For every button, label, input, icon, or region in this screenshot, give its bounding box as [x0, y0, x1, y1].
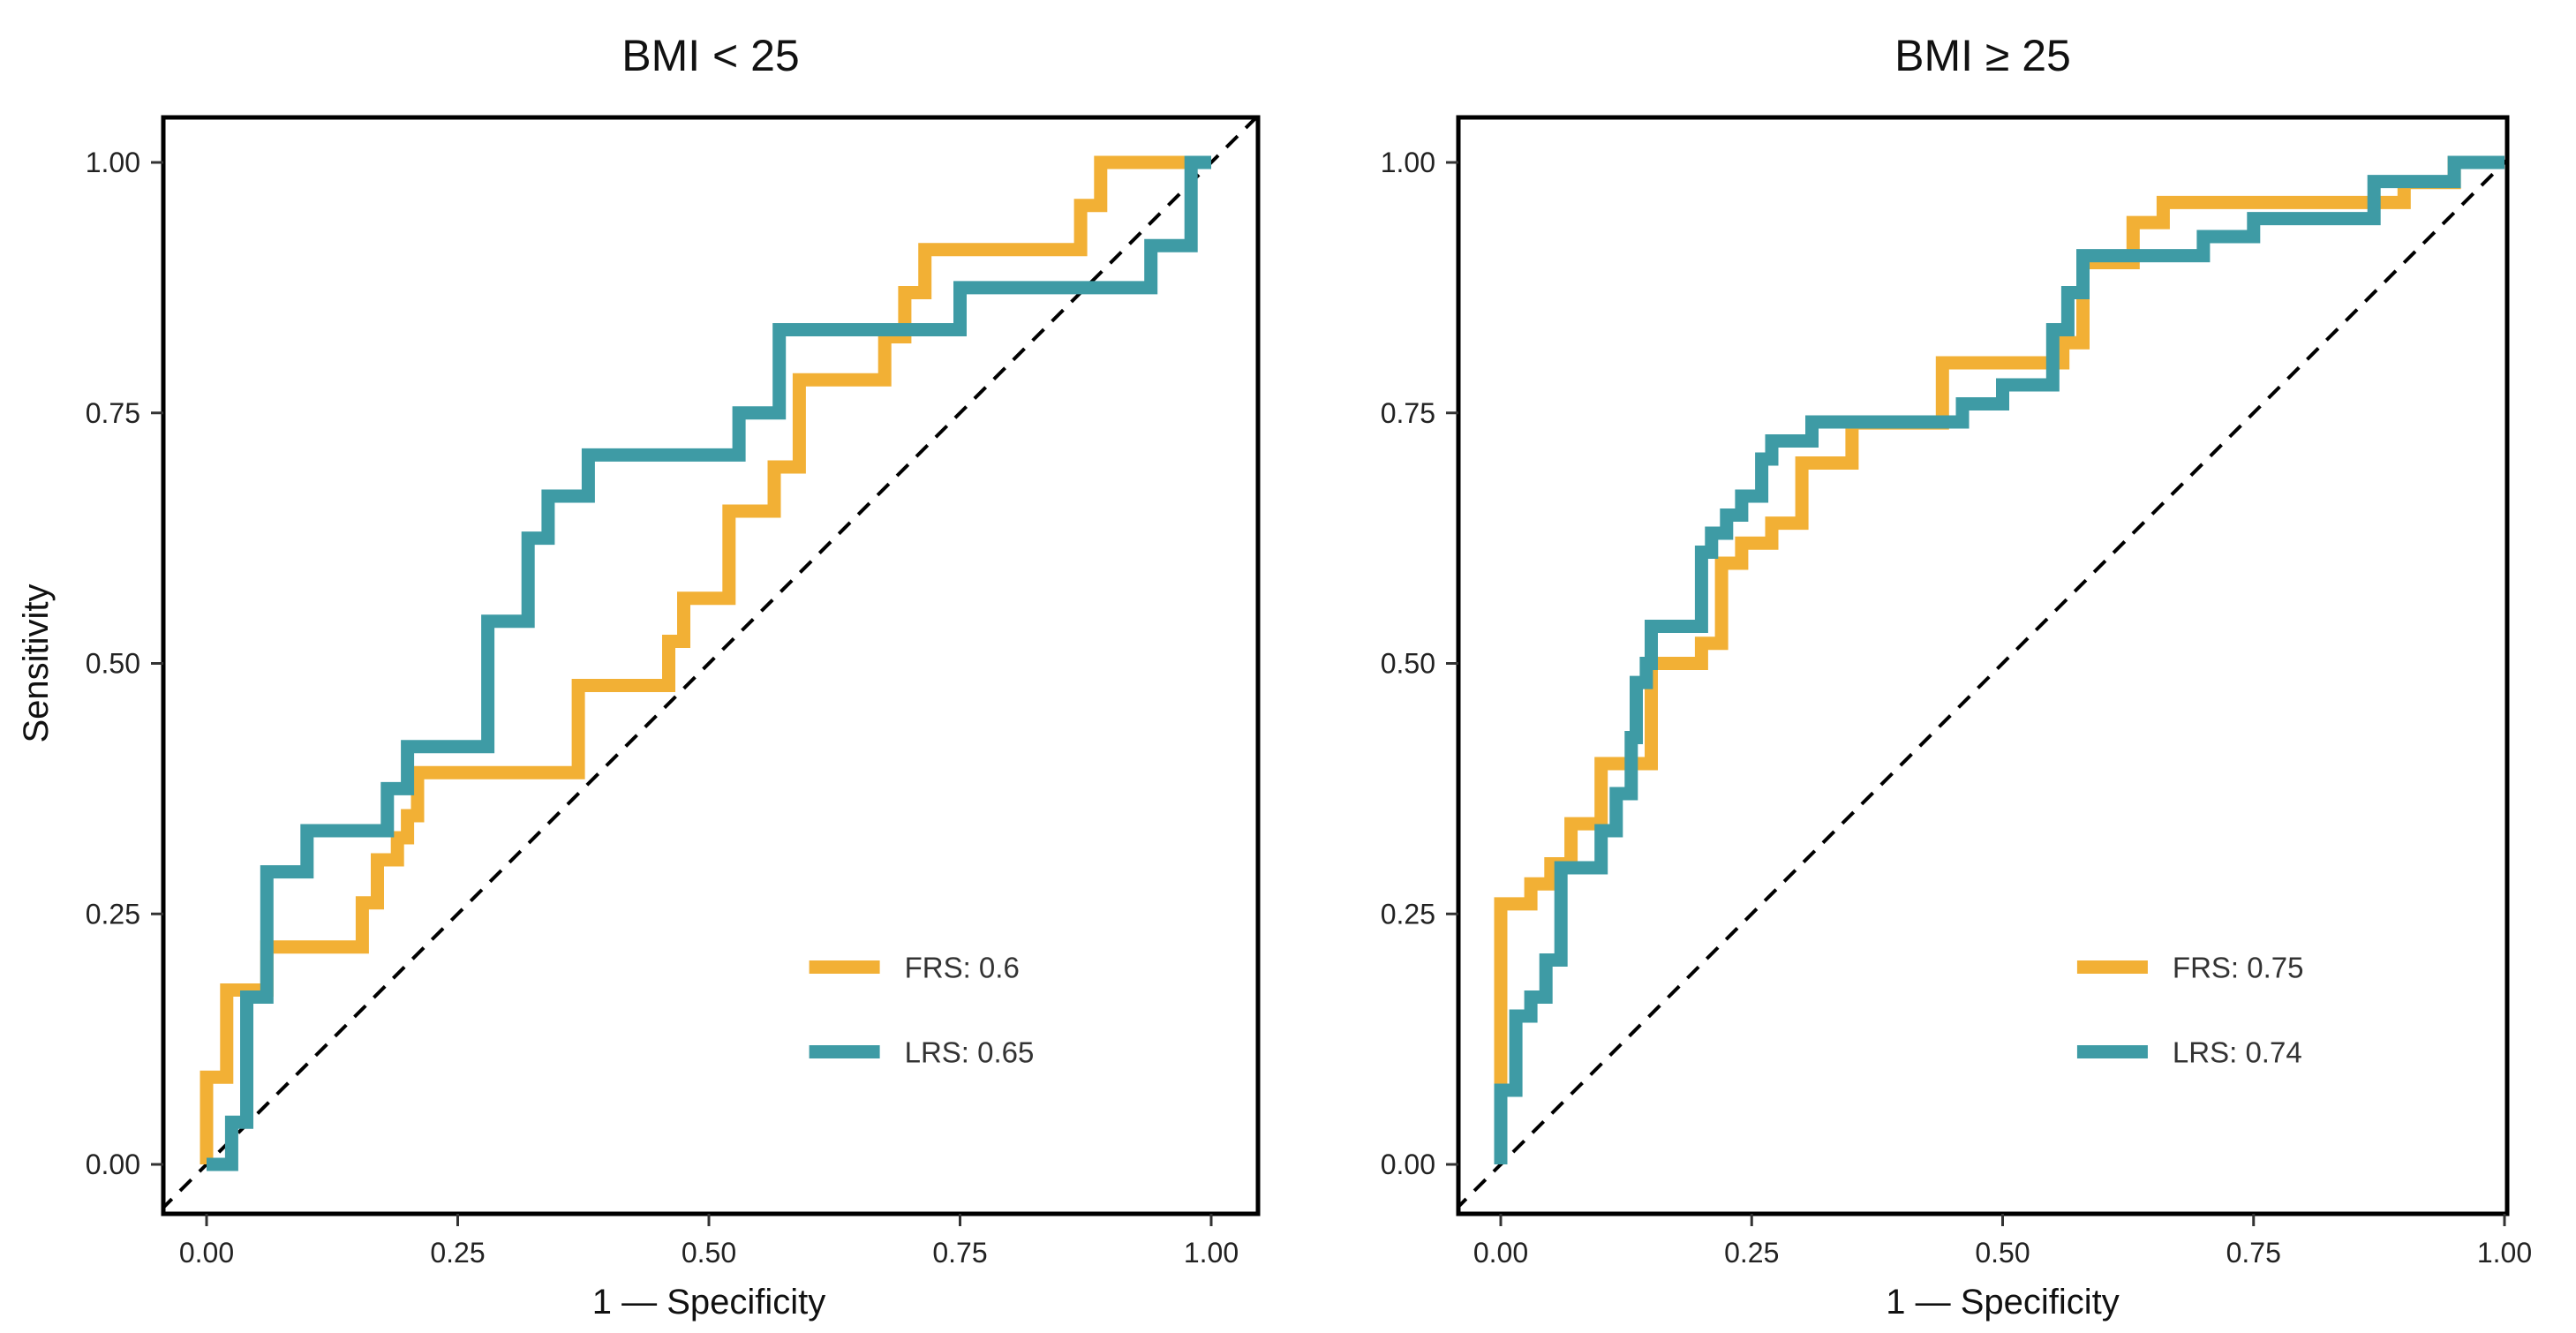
reference-diagonal	[1458, 157, 2507, 1209]
x-tick-label: 0.00	[1473, 1237, 1528, 1269]
roc-curve-frs	[1494, 155, 2504, 1164]
chart-title: BMI ≥ 25	[1894, 31, 2071, 80]
chart-title: BMI < 25	[621, 31, 800, 80]
x-tick-label: 1.00	[1184, 1237, 1239, 1269]
x-tick-label: 0.50	[1975, 1237, 2030, 1269]
y-tick-label: 1.00	[86, 147, 140, 178]
y-tick-label: 0.50	[86, 648, 140, 680]
y-tick-label: 0.75	[86, 397, 140, 429]
y-tick-label: 1.00	[1381, 147, 1435, 178]
reference-diagonal	[163, 117, 1258, 1210]
x-axis-label: 1 — Specificity	[592, 1283, 826, 1322]
roc-curve-lrs	[207, 155, 1211, 1171]
legend-label-frs: FRS: 0.75	[2173, 952, 2304, 984]
x-axis-label: 1 — Specificity	[1886, 1283, 2120, 1322]
legend-label-frs: FRS: 0.6	[905, 952, 1020, 984]
y-tick-label: 0.00	[86, 1148, 140, 1180]
y-tick-label: 0.50	[1381, 648, 1435, 680]
y-axis-label: Sensitivity	[17, 584, 56, 742]
x-tick-label: 0.25	[430, 1237, 485, 1269]
y-tick-label: 0.25	[86, 898, 140, 930]
legend-label-lrs: LRS: 0.74	[2173, 1036, 2302, 1069]
roc-curve-lrs	[1494, 155, 2504, 1164]
x-tick-label: 0.50	[682, 1237, 736, 1269]
x-tick-label: 0.00	[179, 1237, 234, 1269]
y-tick-label: 0.25	[1381, 898, 1435, 930]
chart-panel-2: BMI ≥ 25 0.00 0.25 0.50 0.75 1.00 0.00 0.25 0.50…	[1381, 31, 2532, 1322]
roc-curve-frs	[200, 155, 1211, 1164]
x-tick-label: 0.75	[2226, 1237, 2281, 1269]
y-tick-label: 0.75	[1381, 397, 1435, 429]
chart-panel-1: BMI < 25 0.00 0.25 0.50 0.75 1.00 0.00 0.25 0.50…	[17, 31, 1261, 1322]
x-tick-label: 1.00	[2477, 1237, 2532, 1269]
legend-label-lrs: LRS: 0.65	[905, 1036, 1035, 1069]
y-tick-label: 0.00	[1381, 1148, 1435, 1180]
x-tick-label: 0.25	[1724, 1237, 1779, 1269]
x-tick-label: 0.75	[932, 1237, 987, 1269]
